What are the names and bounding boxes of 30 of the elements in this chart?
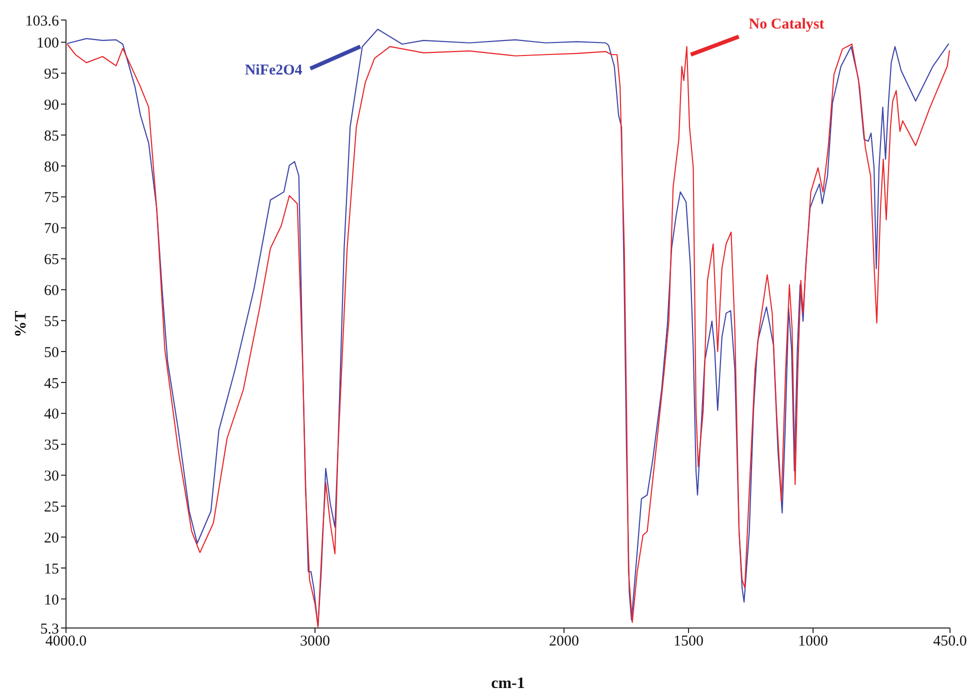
y-tick-label: 95 bbox=[44, 66, 59, 83]
y-tick-label: 75 bbox=[44, 190, 59, 206]
y-tick-label: 10 bbox=[44, 592, 59, 608]
y-tick-label: 100 bbox=[36, 36, 59, 52]
y-axis-title: %T bbox=[12, 310, 30, 338]
x-tick-label: 1500 bbox=[674, 634, 704, 650]
x-tick-label: 2000 bbox=[549, 634, 580, 650]
text: NiFe2O4 bbox=[244, 62, 303, 79]
x-tick-label: 1000 bbox=[798, 634, 828, 650]
y-tick-label: 20 bbox=[44, 530, 59, 546]
y-tick-label: 85 bbox=[44, 128, 59, 144]
y-tick-label: 25 bbox=[44, 499, 59, 516]
y-tick-label: 90 bbox=[44, 97, 59, 114]
y-tick-label: 40 bbox=[44, 406, 59, 423]
y-tick-label: 30 bbox=[44, 468, 59, 485]
series-label: No Catalyst bbox=[748, 16, 824, 33]
y-tick-label: 70 bbox=[44, 221, 59, 238]
y-tick-label: 45 bbox=[44, 376, 59, 392]
y-tick-label: 60 bbox=[44, 282, 59, 299]
x-axis-title: cm-1 bbox=[491, 675, 525, 692]
y-tick-label: 35 bbox=[44, 438, 59, 454]
y-tick-label: 65 bbox=[44, 252, 59, 268]
y-tick-label: 15 bbox=[44, 561, 59, 578]
x-tick-label: 450.0 bbox=[933, 634, 967, 650]
y-tick-label: 80 bbox=[44, 159, 59, 176]
y-tick-label: 103.6 bbox=[25, 13, 60, 30]
y-tick-label: 55 bbox=[44, 314, 59, 330]
y-tick-label: 50 bbox=[44, 344, 59, 361]
x-tick-label: 4000.0 bbox=[45, 634, 87, 650]
x-tick-label: 3000 bbox=[300, 634, 330, 650]
